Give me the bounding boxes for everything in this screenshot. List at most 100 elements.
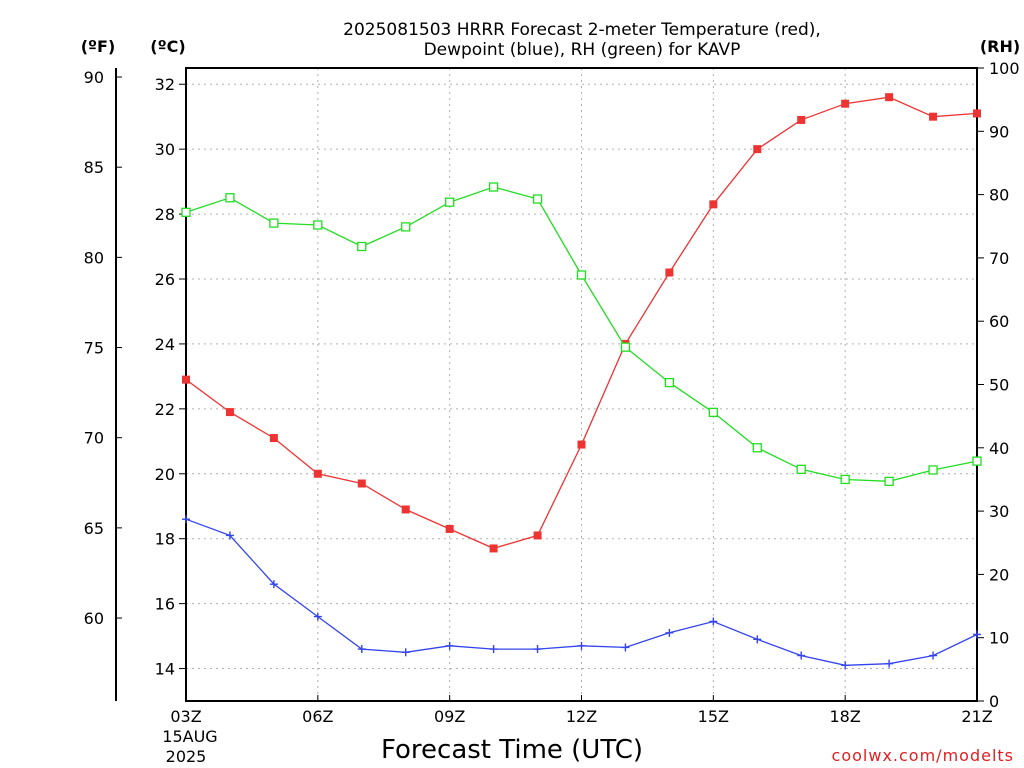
rh-point <box>972 456 982 466</box>
rh-point <box>884 476 894 486</box>
rh-point <box>181 207 191 217</box>
dewpoint-point <box>841 661 850 670</box>
rh-tick-label: 100 <box>989 59 1020 78</box>
celsius-tick-label: 20 <box>155 465 175 484</box>
celsius-tick-label: 26 <box>155 270 175 289</box>
dewpoint-point <box>665 628 674 637</box>
temperature-point <box>841 99 850 108</box>
rh-tick-label: 60 <box>989 312 1009 331</box>
temperature-point <box>753 145 762 154</box>
x-tick-label: 09Z <box>434 707 465 726</box>
fahrenheit-tick-label: 60 <box>84 609 104 628</box>
dewpoint-point <box>885 659 894 668</box>
celsius-tick-label: 28 <box>155 205 175 224</box>
rh-tick-label: 50 <box>989 376 1009 395</box>
chart-title-line-1: 2025081503 HRRR Forecast 2-meter Tempera… <box>343 20 821 40</box>
dewpoint-point <box>797 651 806 660</box>
dewpoint-point <box>269 580 278 589</box>
temperature-point <box>445 524 454 533</box>
celsius-unit-label: (ºC) <box>150 37 185 56</box>
rh-point <box>928 465 938 475</box>
dewpoint-point <box>973 630 981 639</box>
temperature-point <box>533 531 542 540</box>
temperature-point <box>665 268 674 277</box>
x-tick-label: 15Z <box>698 707 729 726</box>
rh-point <box>225 193 235 203</box>
credit-text: coolwx.com/modelts <box>832 746 1014 765</box>
rh-tick-label: 30 <box>989 502 1009 521</box>
rh-tick-label: 20 <box>989 565 1009 584</box>
fahrenheit-tick-label: 75 <box>84 339 104 358</box>
celsius-tick-label: 18 <box>155 530 175 549</box>
rh-point <box>708 407 718 418</box>
dewpoint-point <box>225 531 234 540</box>
temperature-point <box>709 200 718 209</box>
fahrenheit-tick-label: 90 <box>84 68 104 87</box>
temperature-point <box>929 112 938 121</box>
rh-point <box>752 443 762 453</box>
rh-point <box>532 194 543 204</box>
temperature-point <box>489 544 498 553</box>
temperature-point <box>797 115 806 124</box>
temperature-point <box>313 469 322 478</box>
celsius-tick-label: 14 <box>155 660 175 679</box>
celsius-tick-label: 22 <box>155 400 175 419</box>
rh-point <box>840 474 850 485</box>
dewpoint-point <box>709 617 718 626</box>
temperature-point <box>885 93 894 102</box>
rh-point <box>313 220 323 230</box>
temperature-point <box>357 479 366 488</box>
rh-point <box>796 464 806 474</box>
rh-point <box>357 241 367 252</box>
rh-tick-label: 10 <box>989 629 1009 648</box>
dewpoint-point <box>533 645 542 654</box>
celsius-tick-label: 32 <box>155 75 175 94</box>
temperature-point <box>269 434 278 443</box>
temperature-point <box>577 440 586 449</box>
date-label-year: 2025 <box>166 747 207 766</box>
temperature-point <box>973 109 981 118</box>
dewpoint-point <box>313 612 322 621</box>
x-tick-label: 06Z <box>302 707 333 726</box>
chart-title-line-2: Dewpoint (blue), RH (green) for KAVP <box>424 40 741 60</box>
fahrenheit-unit-label: (ºF) <box>81 37 116 56</box>
temperature-point <box>225 408 234 417</box>
data-series <box>181 93 982 670</box>
dewpoint-point <box>445 641 454 650</box>
rh-point <box>269 218 279 228</box>
x-tick-label: 18Z <box>830 707 861 726</box>
grid-lines <box>186 68 977 701</box>
rh-point <box>664 377 675 388</box>
dewpoint-point <box>577 641 586 650</box>
rh-unit-label: (RH) <box>980 37 1020 56</box>
dewpoint-point <box>489 645 498 654</box>
rh-tick-label: 40 <box>989 439 1009 458</box>
axes: 03Z 06Z 09Z 12Z 15Z 18Z 21Z 14 16 18 20 22 24 26 28 30 3… <box>84 59 1020 726</box>
x-tick-label: 12Z <box>566 707 597 726</box>
rh-tick-label: 70 <box>989 249 1009 268</box>
rh-point <box>620 342 631 352</box>
rh-point <box>445 197 455 207</box>
date-label-day: 15AUG <box>162 727 217 746</box>
rh-tick-label: 90 <box>989 122 1009 141</box>
rh-tick-label: 0 <box>989 692 999 711</box>
dewpoint-point <box>357 645 366 654</box>
rh-tick-label: 80 <box>989 186 1009 205</box>
rh-point <box>401 222 411 232</box>
celsius-tick-label: 16 <box>155 595 175 614</box>
plot-frame <box>185 67 978 702</box>
fahrenheit-tick-label: 85 <box>84 158 104 177</box>
x-tick-label: 03Z <box>170 707 201 726</box>
fahrenheit-tick-label: 70 <box>84 429 104 448</box>
temperature-point <box>401 505 410 514</box>
temperature-point <box>182 375 190 384</box>
dewpoint-point <box>621 643 630 652</box>
rh-point <box>488 182 499 192</box>
dewpoint-point <box>401 648 410 657</box>
celsius-tick-label: 30 <box>155 140 175 159</box>
dewpoint-point <box>182 515 190 524</box>
fahrenheit-tick-label: 65 <box>84 519 104 538</box>
fahrenheit-tick-label: 80 <box>84 248 104 267</box>
x-tick-label: 21Z <box>961 707 992 726</box>
